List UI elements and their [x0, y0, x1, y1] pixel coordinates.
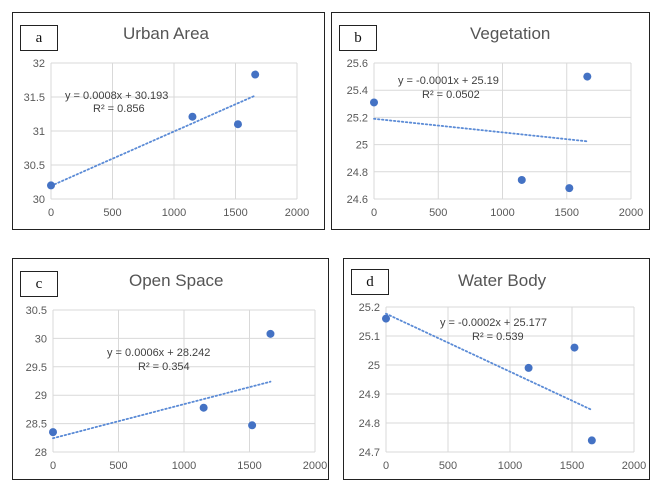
chart-panel-b: 24.6 24.8 25 25.2 25.4 25.6 0 500 1000 1500 2000 b… [331, 12, 650, 230]
data-point [266, 329, 275, 338]
data-point [587, 436, 596, 445]
data-point [47, 181, 55, 190]
trendline [385, 312, 593, 411]
y-tick-label: 25.1 [359, 331, 380, 343]
data-point [382, 314, 390, 323]
chart-plot-d: 24.7 24.8 24.9 25 25.1 25.2 0 500 1000 1500 2000 [359, 302, 647, 472]
data-point [233, 120, 242, 129]
y-tick-label: 29 [35, 390, 47, 402]
y-tick-label: 30 [33, 194, 45, 206]
y-tick-label: 25.6 [347, 58, 368, 70]
y-tick-label: 30 [35, 333, 47, 345]
chart-plot-a: 30 30.5 31 31.5 32 0 500 1000 1500 2000 [24, 58, 310, 219]
data-point [524, 363, 533, 372]
x-tick-label: 0 [371, 207, 377, 219]
y-tick-label: 24.9 [359, 389, 380, 401]
y-tick-label: 28 [35, 447, 47, 459]
x-tick-label: 2000 [619, 207, 643, 219]
data-point [370, 98, 378, 107]
y-tick-label: 25.2 [347, 112, 368, 124]
x-tick-label: 1000 [162, 207, 186, 219]
panel-letter-c: c [20, 271, 58, 297]
x-tick-label: 1500 [555, 207, 579, 219]
x-tick-label: 1000 [172, 460, 196, 472]
x-tick-label: 1500 [560, 460, 584, 472]
y-tick-label: 29.5 [26, 362, 47, 374]
data-point [570, 343, 579, 352]
chart-plot-c: 28 28.5 29 29.5 30 30.5 0 500 1000 1500 2000 [26, 305, 328, 472]
y-tick-label: 25 [368, 360, 380, 372]
chart-panel-a: 30 30.5 31 31.5 32 0 500 1000 1500 2000 a Urban A… [12, 12, 325, 230]
x-tick-label: 0 [50, 460, 56, 472]
panel-letter-d: d [351, 269, 389, 295]
r-squared-b: R² = 0.0502 [422, 89, 480, 101]
data-point [517, 175, 526, 184]
chart-title-c: Open Space [129, 271, 224, 290]
trendline [373, 117, 589, 143]
y-tick-label: 30.5 [26, 305, 47, 317]
panel-letter-b: b [339, 25, 377, 51]
chart-title-d: Water Body [458, 271, 547, 290]
trendline [50, 94, 257, 187]
x-tick-label: 2000 [622, 460, 646, 472]
y-tick-label: 31.5 [24, 92, 45, 104]
x-tick-label: 0 [48, 207, 54, 219]
chart-panel-c: 28 28.5 29 29.5 30 30.5 0 500 1000 1500 2000 c Ope… [12, 258, 329, 480]
y-tick-label: 30.5 [24, 160, 45, 172]
trendline-equation-c: y = 0.0006x + 28.242 [107, 347, 211, 359]
trendline-equation-a: y = 0.0008x + 30.193 [65, 90, 169, 102]
chart-panel-d: 24.7 24.8 24.9 25 25.1 25.2 0 500 1000 1500 2000 d… [343, 258, 650, 480]
data-point [248, 421, 257, 430]
data-point [199, 403, 208, 412]
x-tick-label: 2000 [285, 207, 309, 219]
x-tick-label: 1500 [223, 207, 247, 219]
x-tick-label: 0 [383, 460, 389, 472]
data-point [188, 112, 197, 121]
panel-letter-a: a [20, 25, 58, 51]
y-tick-label: 32 [33, 58, 45, 70]
y-tick-label: 25.2 [359, 302, 380, 314]
trendline-equation-b: y = -0.0001x + 25.19 [398, 75, 499, 87]
x-tick-label: 1000 [490, 207, 514, 219]
x-tick-label: 500 [109, 460, 127, 472]
trendline-equation-d: y = -0.0002x + 25.177 [440, 317, 548, 329]
data-point [565, 184, 574, 193]
y-tick-label: 31 [33, 126, 45, 138]
r-squared-a: R² = 0.856 [93, 103, 145, 115]
data-point [251, 70, 260, 79]
data-point [49, 428, 57, 437]
y-tick-label: 24.6 [347, 194, 368, 206]
x-tick-label: 1000 [498, 460, 522, 472]
x-tick-label: 1500 [237, 460, 261, 472]
y-tick-label: 25 [356, 140, 368, 152]
x-tick-label: 500 [429, 207, 447, 219]
y-tick-label: 24.7 [359, 447, 380, 459]
r-squared-c: R² = 0.354 [138, 361, 190, 373]
y-tick-label: 28.5 [26, 419, 47, 431]
x-tick-label: 500 [439, 460, 457, 472]
trendline [52, 380, 272, 440]
chart-title-a: Urban Area [123, 24, 209, 43]
x-tick-label: 500 [103, 207, 121, 219]
chart-title-b: Vegetation [470, 24, 551, 43]
y-tick-label: 25.4 [347, 85, 368, 97]
chart-plot-b: 24.6 24.8 25 25.2 25.4 25.6 0 500 1000 1500 2000 [347, 58, 644, 219]
x-tick-label: 2000 [303, 460, 327, 472]
r-squared-d: R² = 0.539 [472, 331, 524, 343]
data-point [583, 72, 592, 81]
y-tick-label: 24.8 [359, 418, 380, 430]
y-tick-label: 24.8 [347, 167, 368, 179]
